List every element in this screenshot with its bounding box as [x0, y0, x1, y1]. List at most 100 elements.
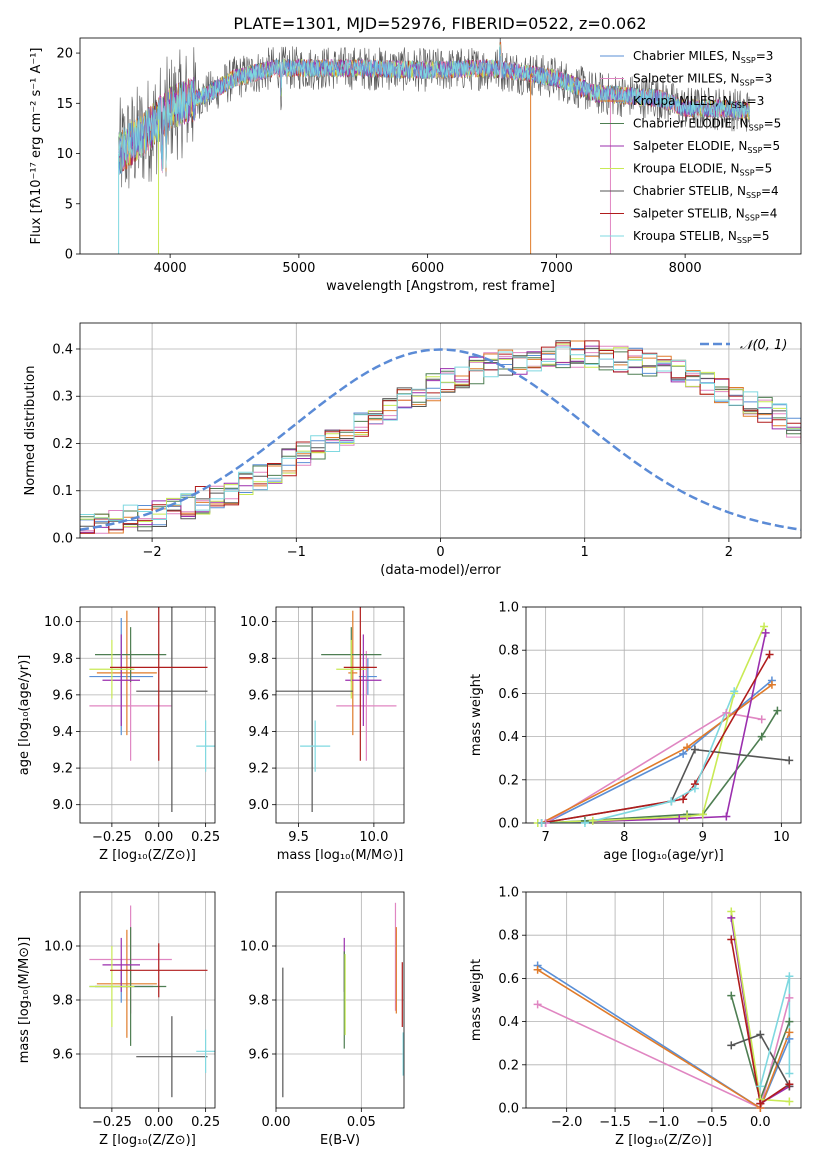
legend-suffix: =4	[760, 207, 778, 221]
data-point	[757, 732, 766, 741]
series-line	[537, 969, 791, 1108]
x-tick-label: 6000	[411, 261, 444, 276]
x-tick-label: 7	[542, 830, 550, 845]
x-tick-label: 8	[620, 830, 628, 845]
data-point	[760, 622, 769, 631]
data-point	[765, 650, 774, 659]
data-point	[785, 1028, 794, 1037]
y-tick-label: 10.0	[240, 615, 269, 630]
axes-frame	[79, 322, 802, 539]
data-point	[785, 1017, 794, 1026]
legend: Chabrier MILES, NSSP=3 Salpeter MILES, NS…	[600, 49, 781, 245]
data-point	[727, 991, 736, 1000]
y-tick-label: 0.1	[52, 484, 73, 499]
y-tick-label: 9.8	[248, 652, 269, 667]
axes-frame	[525, 606, 802, 824]
x-axis-label: (data-model)/error	[380, 563, 501, 578]
data-point	[588, 816, 597, 825]
data-point	[785, 756, 794, 765]
data-point	[679, 749, 688, 758]
x-tick-label: −0.5	[696, 1115, 728, 1130]
legend-entry: 𝒩(0, 1)	[740, 338, 787, 353]
plot-area	[80, 340, 801, 534]
series-line	[537, 997, 791, 1108]
data-point	[533, 1000, 542, 1009]
legend-entry: Salpeter MILES, NSSP=3	[633, 72, 772, 88]
x-tick-label: 9.5	[288, 830, 309, 845]
legend-suffix: =3	[755, 72, 773, 86]
legend-suffix: =5	[764, 117, 782, 131]
figure-title: PLATE=1301, MJD=52976, FIBERID=0522, z=0…	[233, 14, 646, 33]
data-point	[727, 935, 736, 944]
data-point	[785, 1097, 794, 1106]
data-point	[580, 819, 589, 827]
panel-mass_vs_ebv: 0.00 0.05 9.6 9.8 10.0 E(B-V)	[240, 891, 405, 1148]
data-point	[785, 993, 794, 1002]
y-tick-label: 0.4	[498, 1015, 519, 1030]
data-point	[727, 1041, 736, 1050]
y-tick-label: 10.0	[240, 940, 269, 955]
series-line	[541, 748, 790, 823]
legend-entry: Salpeter STELIB, NSSP=4	[633, 207, 777, 223]
data-point	[533, 965, 542, 974]
y-tick-label: 9.8	[52, 994, 73, 1009]
x-tick-label: 10	[773, 830, 790, 845]
x-tick-label: 0.25	[191, 830, 220, 845]
normal-curve	[80, 348, 801, 531]
x-tick-label: −1.5	[599, 1115, 631, 1130]
panel-weight_vs_age: 7 8 9 10 0.0 0.2 0.4 0.6 0.8 1.0 age [log₁₀(age/yr…	[469, 601, 802, 863]
x-tick-label: 5000	[282, 261, 315, 276]
x-tick-label: 4000	[154, 261, 187, 276]
x-tick-label: 0.0	[750, 1115, 771, 1130]
x-axis-label: wavelength [Angstrom, rest frame]	[326, 279, 555, 294]
y-tick-label: 9.0	[248, 798, 269, 813]
data-point	[730, 687, 739, 696]
data-point	[785, 972, 794, 981]
data-point	[722, 812, 731, 821]
y-tick-label: 10.0	[44, 615, 73, 630]
plot-area	[537, 626, 790, 823]
y-tick-label: 0.8	[498, 644, 519, 659]
y-tick-label: 0.2	[52, 437, 73, 452]
legend-entry: Kroupa MILES, NSSP=3	[633, 94, 764, 110]
data-point	[722, 708, 731, 717]
panel-mass_vs_Z: −0.25 0.00 0.25 9.6 9.8 10.0 Z [log₁₀(Z/Z⊙)] ma…	[17, 891, 220, 1148]
x-tick-label: 7000	[540, 261, 573, 276]
legend-sub: SSP	[746, 191, 761, 200]
data-point	[679, 795, 688, 804]
y-tick-label: 9.4	[52, 725, 73, 740]
y-axis-label: mass weight	[469, 674, 484, 756]
data-point	[756, 1099, 765, 1108]
data-point	[756, 1030, 765, 1039]
x-axis-label: mass [log₁₀(M/M⊙)]	[277, 848, 404, 863]
data-point	[683, 743, 692, 752]
data-point	[757, 715, 766, 724]
legend-entry: Salpeter ELODIE, NSSP=5	[633, 139, 780, 155]
x-tick-label: 0.00	[144, 1115, 173, 1130]
x-tick-label: 0	[436, 545, 444, 560]
panel-age_vs_Z: −0.25 0.00 0.25 9.0 9.2 9.4 9.6 9.8 10.0 Z [log₁₀…	[17, 606, 220, 863]
legend-sub: SSP	[732, 101, 747, 110]
legend-entry: Kroupa STELIB, NSSP=5	[633, 229, 770, 245]
axes-frame	[275, 606, 405, 824]
legend-sub: SSP	[747, 146, 762, 155]
data-point	[761, 628, 770, 637]
x-tick-label: 0.25	[191, 1115, 220, 1130]
series-line	[541, 710, 779, 823]
series-line	[541, 632, 767, 823]
y-tick-label: 0.3	[52, 390, 73, 405]
axes-frame	[79, 37, 802, 255]
axes-frame	[525, 891, 802, 1109]
y-tick-label: 9.6	[52, 688, 73, 703]
plot-area	[282, 902, 404, 1098]
y-axis-label: Flux [fλ10⁻¹⁷ erg cm⁻² s⁻¹ A⁻¹]	[29, 48, 44, 245]
panel-weight_vs_Z: −2.0 −1.5 −1.0 −0.5 0.0 0.0 0.2 0.4 0.6 0.8 1.0 Z […	[469, 886, 802, 1148]
y-tick-label: 1.0	[498, 601, 519, 616]
x-tick-label: −2	[143, 545, 162, 560]
y-tick-label: 0.2	[498, 773, 519, 788]
y-tick-label: 1.0	[498, 886, 519, 901]
legend-sub: SSP	[745, 214, 760, 223]
x-axis-label: Z [log₁₀(Z/Z⊙)]	[615, 1133, 712, 1148]
y-axis-label: age [log₁₀(age/yr)]	[17, 655, 32, 776]
legend-sub: SSP	[740, 79, 755, 88]
